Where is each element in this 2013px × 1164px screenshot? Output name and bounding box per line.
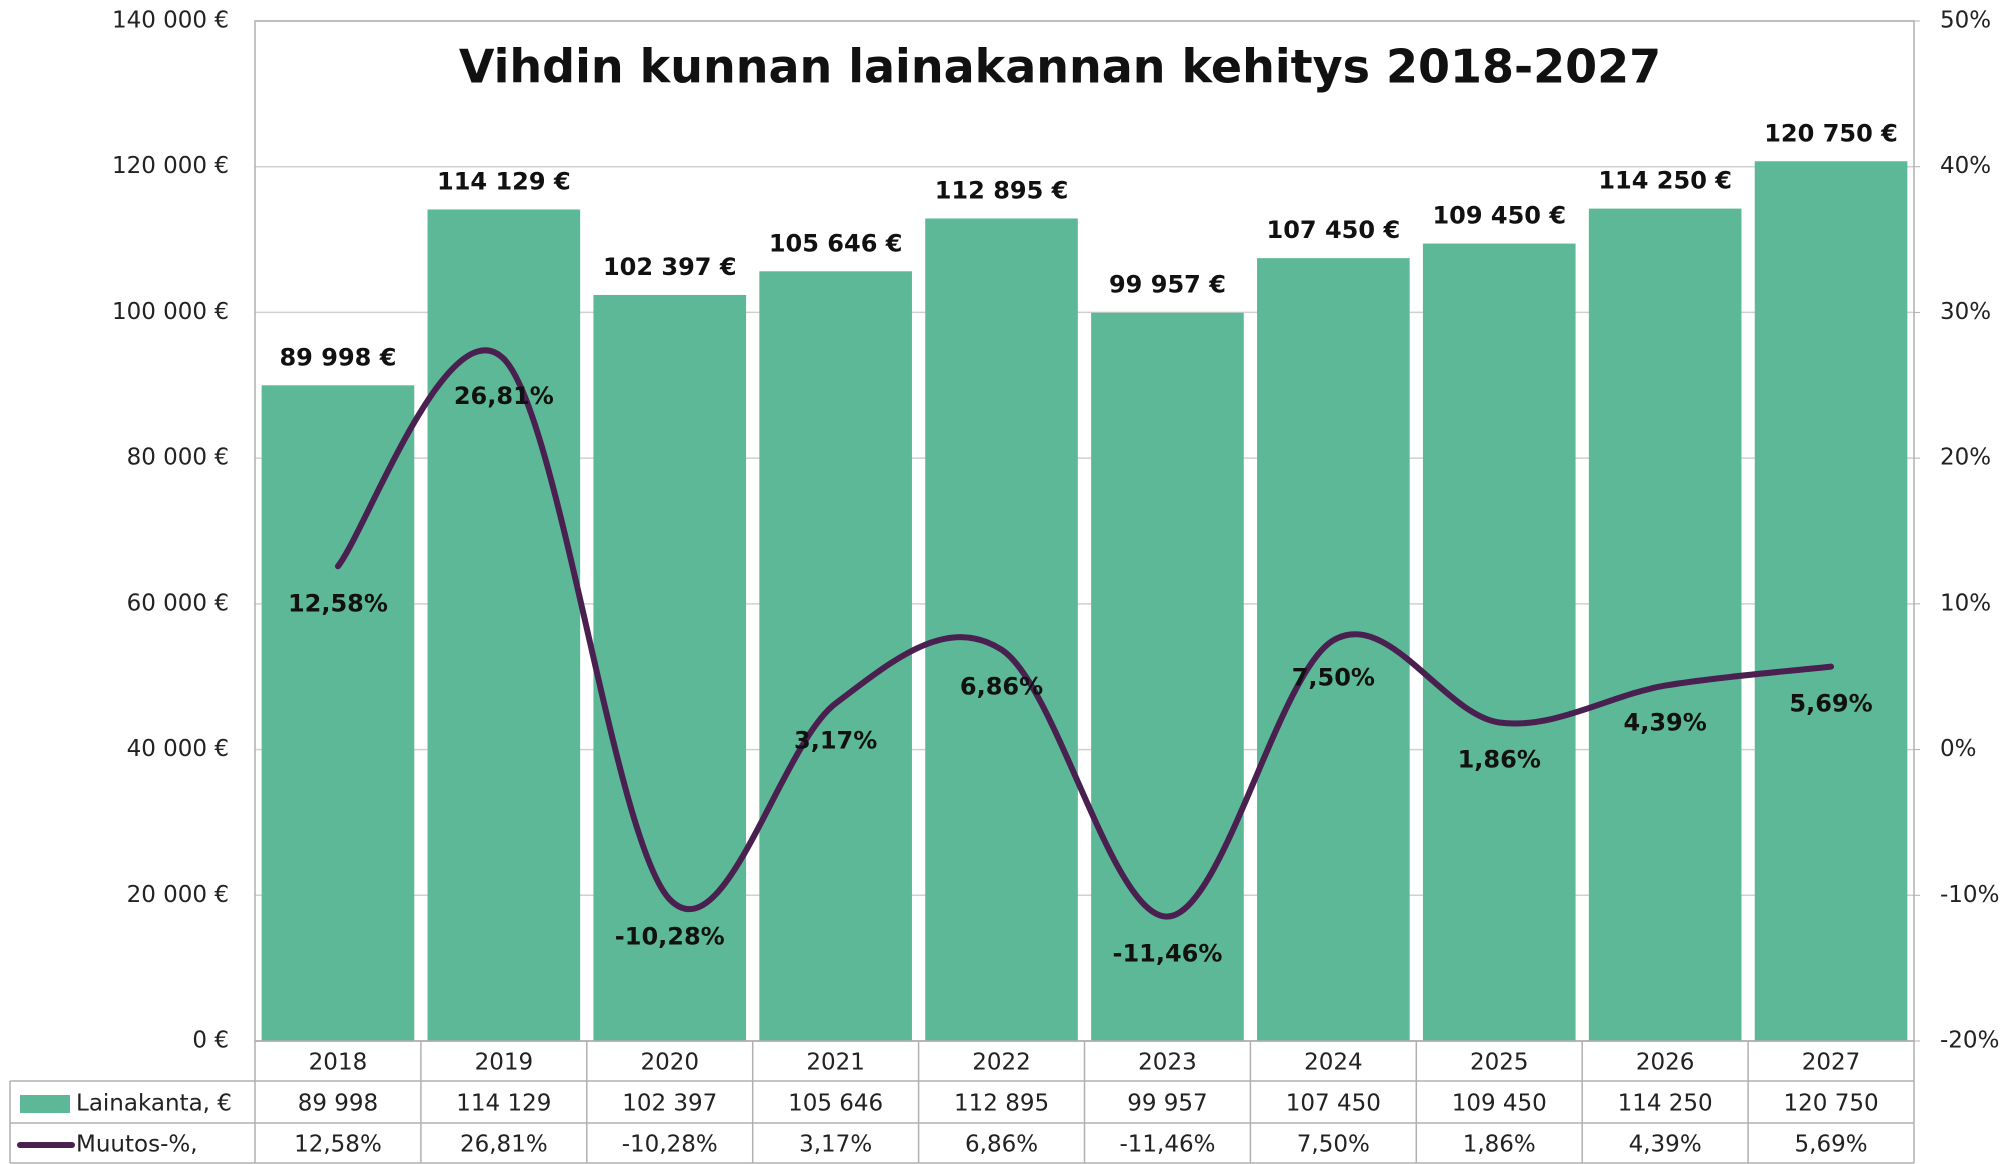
y-tick-label: 80 000 €	[127, 445, 229, 471]
bar-value-label: 105 646 €	[769, 229, 903, 257]
line-value-label: -11,46%	[1112, 940, 1222, 968]
y2-tick-label: 20%	[1940, 445, 1991, 471]
x-tick-label: 2019	[475, 1050, 534, 1076]
bar-value-label: 107 450 €	[1267, 216, 1401, 244]
legend-swatch	[20, 1095, 70, 1113]
line-value-label: 26,81%	[454, 382, 554, 410]
bar-value-label: 114 250 €	[1598, 167, 1732, 195]
y2-tick-label: 0%	[1940, 736, 1977, 762]
y2-tick-label: 40%	[1940, 153, 1991, 179]
table-cell: 114 250	[1618, 1091, 1713, 1117]
table-cell: 5,69%	[1795, 1132, 1868, 1158]
bar	[593, 294, 747, 1041]
bar	[925, 218, 1078, 1042]
y-tick-label: 120 000 €	[112, 153, 229, 179]
bar	[1257, 258, 1410, 1041]
y2-tick-label: -20%	[1940, 1028, 1999, 1054]
x-tick-label: 2022	[972, 1050, 1031, 1076]
table-cell: 99 957	[1127, 1091, 1207, 1117]
y-tick-label: 0 €	[192, 1028, 229, 1054]
table-cell: 107 450	[1286, 1091, 1381, 1117]
table-cell: 109 450	[1452, 1091, 1547, 1117]
table-cell: -10,28%	[622, 1132, 718, 1158]
bar-value-label: 114 129 €	[437, 167, 571, 195]
line-value-label: 4,39%	[1624, 709, 1707, 737]
line-value-label: 12,58%	[288, 589, 388, 617]
table-cell: 7,50%	[1297, 1132, 1370, 1158]
legend-label: Lainakanta, €	[76, 1091, 232, 1117]
x-tick-label: 2020	[640, 1050, 699, 1076]
line-value-label: 6,86%	[960, 673, 1043, 701]
table-cell: 120 750	[1783, 1091, 1878, 1117]
table-cell: 114 129	[456, 1091, 551, 1117]
bar	[427, 209, 581, 1041]
bar-value-label: 109 450 €	[1432, 202, 1566, 230]
table-cell: 26,81%	[460, 1132, 548, 1158]
table-cell: 102 397	[622, 1091, 717, 1117]
chart-title: Vihdin kunnan lainakannan kehitys 2018-2…	[459, 40, 1661, 94]
y-tick-label: 40 000 €	[127, 736, 229, 762]
x-tick-label: 2021	[806, 1050, 865, 1076]
bar	[1588, 208, 1742, 1041]
bar	[1422, 243, 1576, 1042]
y-tick-label: 60 000 €	[127, 590, 229, 616]
x-tick-label: 2027	[1802, 1050, 1861, 1076]
bar-value-label: 89 998 €	[279, 343, 396, 371]
y-tick-label: 140 000 €	[112, 8, 229, 34]
x-tick-label: 2023	[1138, 1050, 1197, 1076]
bar-value-label: 102 397 €	[603, 253, 737, 281]
table-cell: 4,39%	[1629, 1132, 1702, 1158]
table-cell: 89 998	[298, 1091, 378, 1117]
x-tick-label: 2024	[1304, 1050, 1363, 1076]
bar-value-label: 99 957 €	[1109, 271, 1226, 299]
bar	[1754, 161, 1908, 1041]
y-tick-label: 20 000 €	[127, 882, 229, 908]
line-value-label: 1,86%	[1458, 745, 1541, 773]
table-cell: 105 646	[788, 1091, 883, 1117]
y2-tick-label: 10%	[1940, 590, 1991, 616]
y2-tick-label: 30%	[1940, 299, 1991, 325]
x-tick-label: 2025	[1470, 1050, 1529, 1076]
table-cell: -11,46%	[1119, 1132, 1215, 1158]
table-cell: 1,86%	[1463, 1132, 1536, 1158]
line-value-label: -10,28%	[615, 922, 725, 950]
x-tick-label: 2026	[1636, 1050, 1695, 1076]
bar	[261, 385, 415, 1041]
line-value-label: 7,50%	[1292, 663, 1375, 691]
y2-tick-label: 50%	[1940, 8, 1991, 34]
bar	[1091, 312, 1244, 1042]
bar-value-label: 120 750 €	[1764, 119, 1898, 147]
line	[334, 347, 1835, 920]
bar	[759, 271, 912, 1041]
table-cell: 6,86%	[965, 1132, 1038, 1158]
table-cell: 12,58%	[294, 1132, 382, 1158]
legend-label: Muutos-%,	[76, 1132, 198, 1158]
y2-tick-label: -10%	[1940, 882, 1999, 908]
y-tick-label: 100 000 €	[112, 299, 229, 325]
table-cell: 112 895	[954, 1091, 1049, 1117]
line-value-label: 3,17%	[794, 726, 877, 754]
line-value-label: 5,69%	[1789, 690, 1872, 718]
x-tick-label: 2018	[309, 1050, 368, 1076]
bar-value-label: 112 895 €	[935, 176, 1069, 204]
table-cell: 3,17%	[799, 1132, 872, 1158]
